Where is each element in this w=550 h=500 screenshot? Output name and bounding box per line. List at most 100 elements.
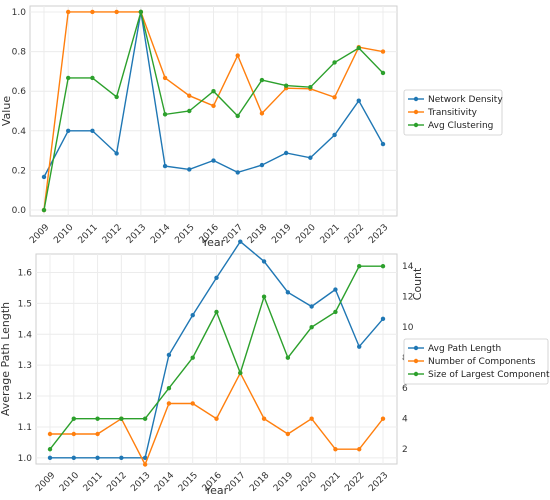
legend-swatch-marker [413,122,419,128]
data-point [259,77,265,83]
y-tick-label: 1.0 [18,454,33,464]
data-point [114,9,119,15]
data-point [380,264,386,269]
x-tick-label: 2021 [319,223,342,246]
legend-label: Size of Largest Component [428,370,550,380]
data-point [166,352,172,358]
data-point [380,70,386,76]
data-point [332,60,337,65]
data-point [47,431,53,437]
legend-swatch-marker [413,96,419,102]
x-axis-label: Year [204,484,229,497]
data-point [333,287,338,292]
data-point [142,416,148,421]
legend-label: Avg Path Length [428,344,501,354]
data-point [238,239,243,244]
y-axis-label: Average Path Length [0,302,12,416]
data-point [380,416,386,421]
data-point [47,455,53,461]
data-point [166,401,172,406]
x-tick-label: 2018 [246,222,269,245]
data-point [214,275,219,280]
data-point [142,462,148,467]
y-tick-label: 0.0 [12,206,27,216]
legend-box [403,338,549,385]
data-point [211,88,216,94]
legend-label: Transitivity [427,108,478,118]
x-tick-label: 2009 [28,222,51,245]
data-point [190,355,195,360]
x-tick-label: 2022 [343,223,366,246]
data-point [114,151,119,156]
legend-swatch-marker [413,345,419,351]
data-point [235,170,240,175]
x-tick-label: 2012 [105,471,128,494]
data-point [356,98,361,103]
y-tick-label: 0.4 [12,127,27,137]
data-point [235,53,240,58]
data-point [259,111,265,116]
legend-swatch-marker [413,371,419,377]
x-tick-label: 2023 [367,223,390,246]
data-point [114,94,119,100]
data-point [309,416,314,421]
data-point [71,455,76,461]
legend-swatch-marker [413,109,419,115]
y-tick-label: 1.2 [18,392,32,402]
x-tick-label: 2020 [294,222,317,245]
x-tick-label: 2014 [153,470,176,493]
x-tick-label: 2013 [129,471,152,494]
data-point [90,128,95,134]
data-point [187,167,192,172]
data-point [187,93,192,98]
x-tick-label: 2015 [173,223,196,246]
data-point [261,294,267,299]
data-point [190,401,195,406]
data-point [357,264,362,269]
y-tick-label: 0.6 [12,87,27,97]
data-point [214,416,219,421]
y-tick-label: 1.6 [18,269,33,279]
data-point [283,150,289,156]
data-point [41,174,47,180]
data-point [119,455,124,461]
y2-tick-label: 10 [402,323,414,333]
y-tick-label: 1.3 [18,361,32,371]
data-point [142,455,148,461]
data-point [283,83,289,88]
data-point [332,95,337,100]
data-point [332,132,337,138]
data-point [190,312,195,318]
data-point [90,75,95,81]
data-point [66,75,71,81]
data-point [95,455,100,461]
x-tick-label: 2019 [270,222,293,245]
y-tick-label: 0.8 [12,48,27,58]
data-point [380,316,386,322]
data-point [47,447,53,452]
x-tick-label: 2021 [320,471,343,494]
legend-box [403,89,503,136]
y2-tick-label: 6 [402,384,408,394]
x-tick-label: 2010 [58,470,81,493]
y-tick-label: 0.2 [12,166,26,176]
y-axis-label: Value [0,96,13,126]
x-tick-label: 2011 [77,223,100,246]
data-point [211,158,216,163]
data-point [285,290,291,295]
data-point [162,163,168,169]
data-point [211,103,216,109]
data-point [71,431,76,437]
legend-label: Avg Clustering [428,121,493,131]
y2-tick-label: 12 [402,293,413,303]
data-point [90,9,95,15]
data-point [214,309,219,315]
data-point [187,108,192,114]
legend-swatch-marker [413,358,419,364]
data-point [166,386,172,391]
y-tick-label: 1.5 [18,299,32,309]
data-point [95,431,100,437]
legend-label: Number of Components [428,357,536,367]
